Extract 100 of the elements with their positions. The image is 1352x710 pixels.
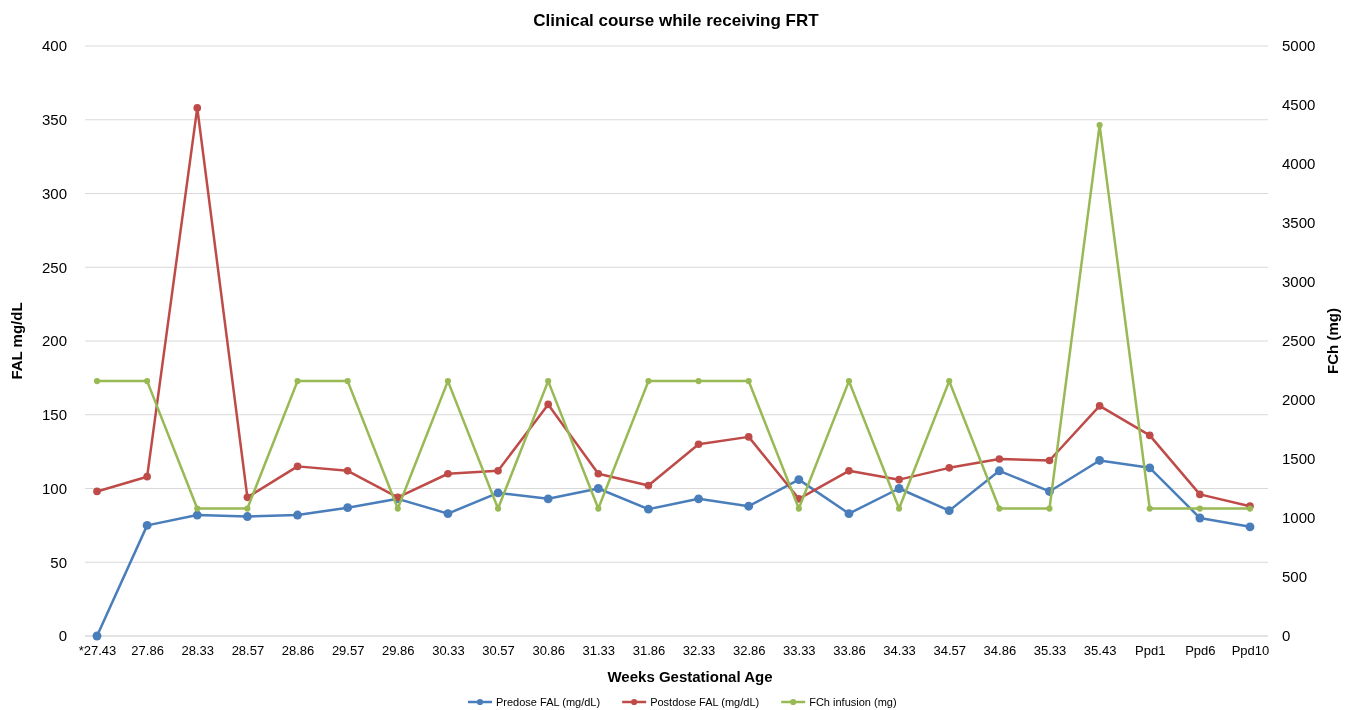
point — [1196, 490, 1204, 499]
point — [695, 378, 702, 385]
x-tick-label: Ppd10 — [1231, 643, 1270, 659]
y2-tick-label: 1500 — [1282, 450, 1316, 468]
point — [1095, 402, 1104, 410]
y2-tick-label: 3500 — [1282, 214, 1316, 232]
point — [845, 378, 853, 385]
x-tick-label: 29.86 — [382, 643, 415, 659]
point — [593, 484, 603, 493]
point — [294, 378, 301, 385]
point — [694, 440, 703, 449]
point — [794, 475, 804, 485]
point — [243, 493, 252, 502]
y-tick-label: 350 — [41, 111, 67, 129]
point — [1196, 505, 1203, 512]
point — [1146, 505, 1153, 512]
point — [192, 510, 202, 520]
point — [594, 469, 603, 478]
point — [444, 469, 452, 478]
point — [494, 466, 502, 475]
x-tick-label: Ppd6 — [1185, 643, 1216, 659]
y2-tick-label: 2500 — [1282, 332, 1316, 350]
point — [845, 466, 853, 475]
point — [1046, 505, 1053, 512]
point — [443, 509, 453, 519]
y-tick-label: 300 — [41, 184, 67, 202]
legend-label: Predose FAL (mg/dL) — [496, 696, 601, 708]
y-tick-label: 50 — [50, 553, 67, 571]
point — [946, 378, 953, 385]
x-tick-label: 28.86 — [281, 643, 315, 659]
y-axis-title: FAL mg/dL — [8, 302, 25, 380]
point — [895, 475, 903, 484]
legend-label: FCh infusion (mg) — [809, 696, 897, 708]
point — [93, 487, 101, 496]
point — [93, 378, 101, 385]
point — [694, 494, 704, 504]
x-tick-label: 35.33 — [1033, 643, 1067, 659]
x-tick-label: 27.86 — [131, 643, 164, 659]
point — [242, 512, 252, 521]
point — [996, 505, 1003, 512]
point — [1245, 522, 1255, 532]
point — [643, 504, 653, 514]
x-tick-label: 33.86 — [833, 643, 866, 659]
point — [142, 520, 152, 530]
point — [994, 466, 1004, 476]
y2-tick-label: 5000 — [1282, 37, 1316, 55]
x-tick-label: 30.57 — [482, 643, 515, 659]
point — [343, 466, 352, 475]
point — [1045, 456, 1054, 465]
point — [143, 472, 151, 481]
y2-tick-label: 500 — [1282, 568, 1308, 586]
point — [144, 378, 151, 385]
point — [1095, 456, 1105, 465]
point — [644, 481, 653, 490]
point — [494, 505, 502, 512]
point — [343, 503, 353, 513]
x-tick-label: *27.43 — [78, 643, 117, 659]
y-tick-label: 100 — [41, 479, 67, 497]
point — [193, 104, 202, 112]
x-tick-label: 32.86 — [732, 643, 766, 659]
chart-title: Clinical course while receiving FRT — [533, 11, 820, 30]
point — [744, 433, 753, 441]
y2-axis-title: FCh (mg) — [1324, 308, 1341, 374]
y2-tick-label: 2000 — [1282, 391, 1316, 409]
x-tick-label: 30.86 — [532, 643, 565, 659]
point — [444, 378, 451, 385]
point — [944, 506, 954, 516]
point — [92, 631, 102, 641]
x-tick-label: 31.86 — [632, 643, 666, 659]
x-tick-label: 30.33 — [432, 643, 465, 659]
point — [595, 505, 602, 512]
y2-tick-label: 3000 — [1282, 273, 1316, 291]
point — [894, 484, 904, 493]
x-tick-label: 34.57 — [933, 643, 966, 659]
point — [844, 509, 854, 519]
legend-label: Postdose FAL (mg/dL) — [650, 696, 760, 708]
y2-tick-label: 4000 — [1282, 155, 1316, 173]
x-tick-label: 34.86 — [983, 643, 1017, 659]
point — [543, 494, 553, 504]
y-tick-label: 400 — [41, 37, 67, 55]
point — [394, 505, 401, 512]
x-tick-label: 34.33 — [883, 643, 916, 659]
y-tick-label: 250 — [41, 258, 67, 276]
point — [945, 464, 954, 472]
point — [293, 462, 302, 471]
x-tick-label: 32.33 — [682, 643, 716, 659]
point — [1145, 431, 1154, 440]
x-tick-label: 28.33 — [181, 643, 215, 659]
point — [544, 400, 552, 409]
x-axis-title: Weeks Gestational Age — [607, 668, 773, 685]
x-tick-label: 31.33 — [582, 643, 616, 659]
y-tick-label: 150 — [41, 406, 67, 424]
y2-tick-label: 4500 — [1282, 96, 1316, 114]
x-tick-label: Ppd1 — [1135, 643, 1166, 659]
x-tick-label: 35.43 — [1083, 643, 1117, 659]
point — [1195, 513, 1205, 523]
point — [744, 501, 754, 511]
x-tick-label: 29.57 — [331, 643, 365, 659]
point — [995, 455, 1004, 463]
point — [293, 510, 302, 520]
